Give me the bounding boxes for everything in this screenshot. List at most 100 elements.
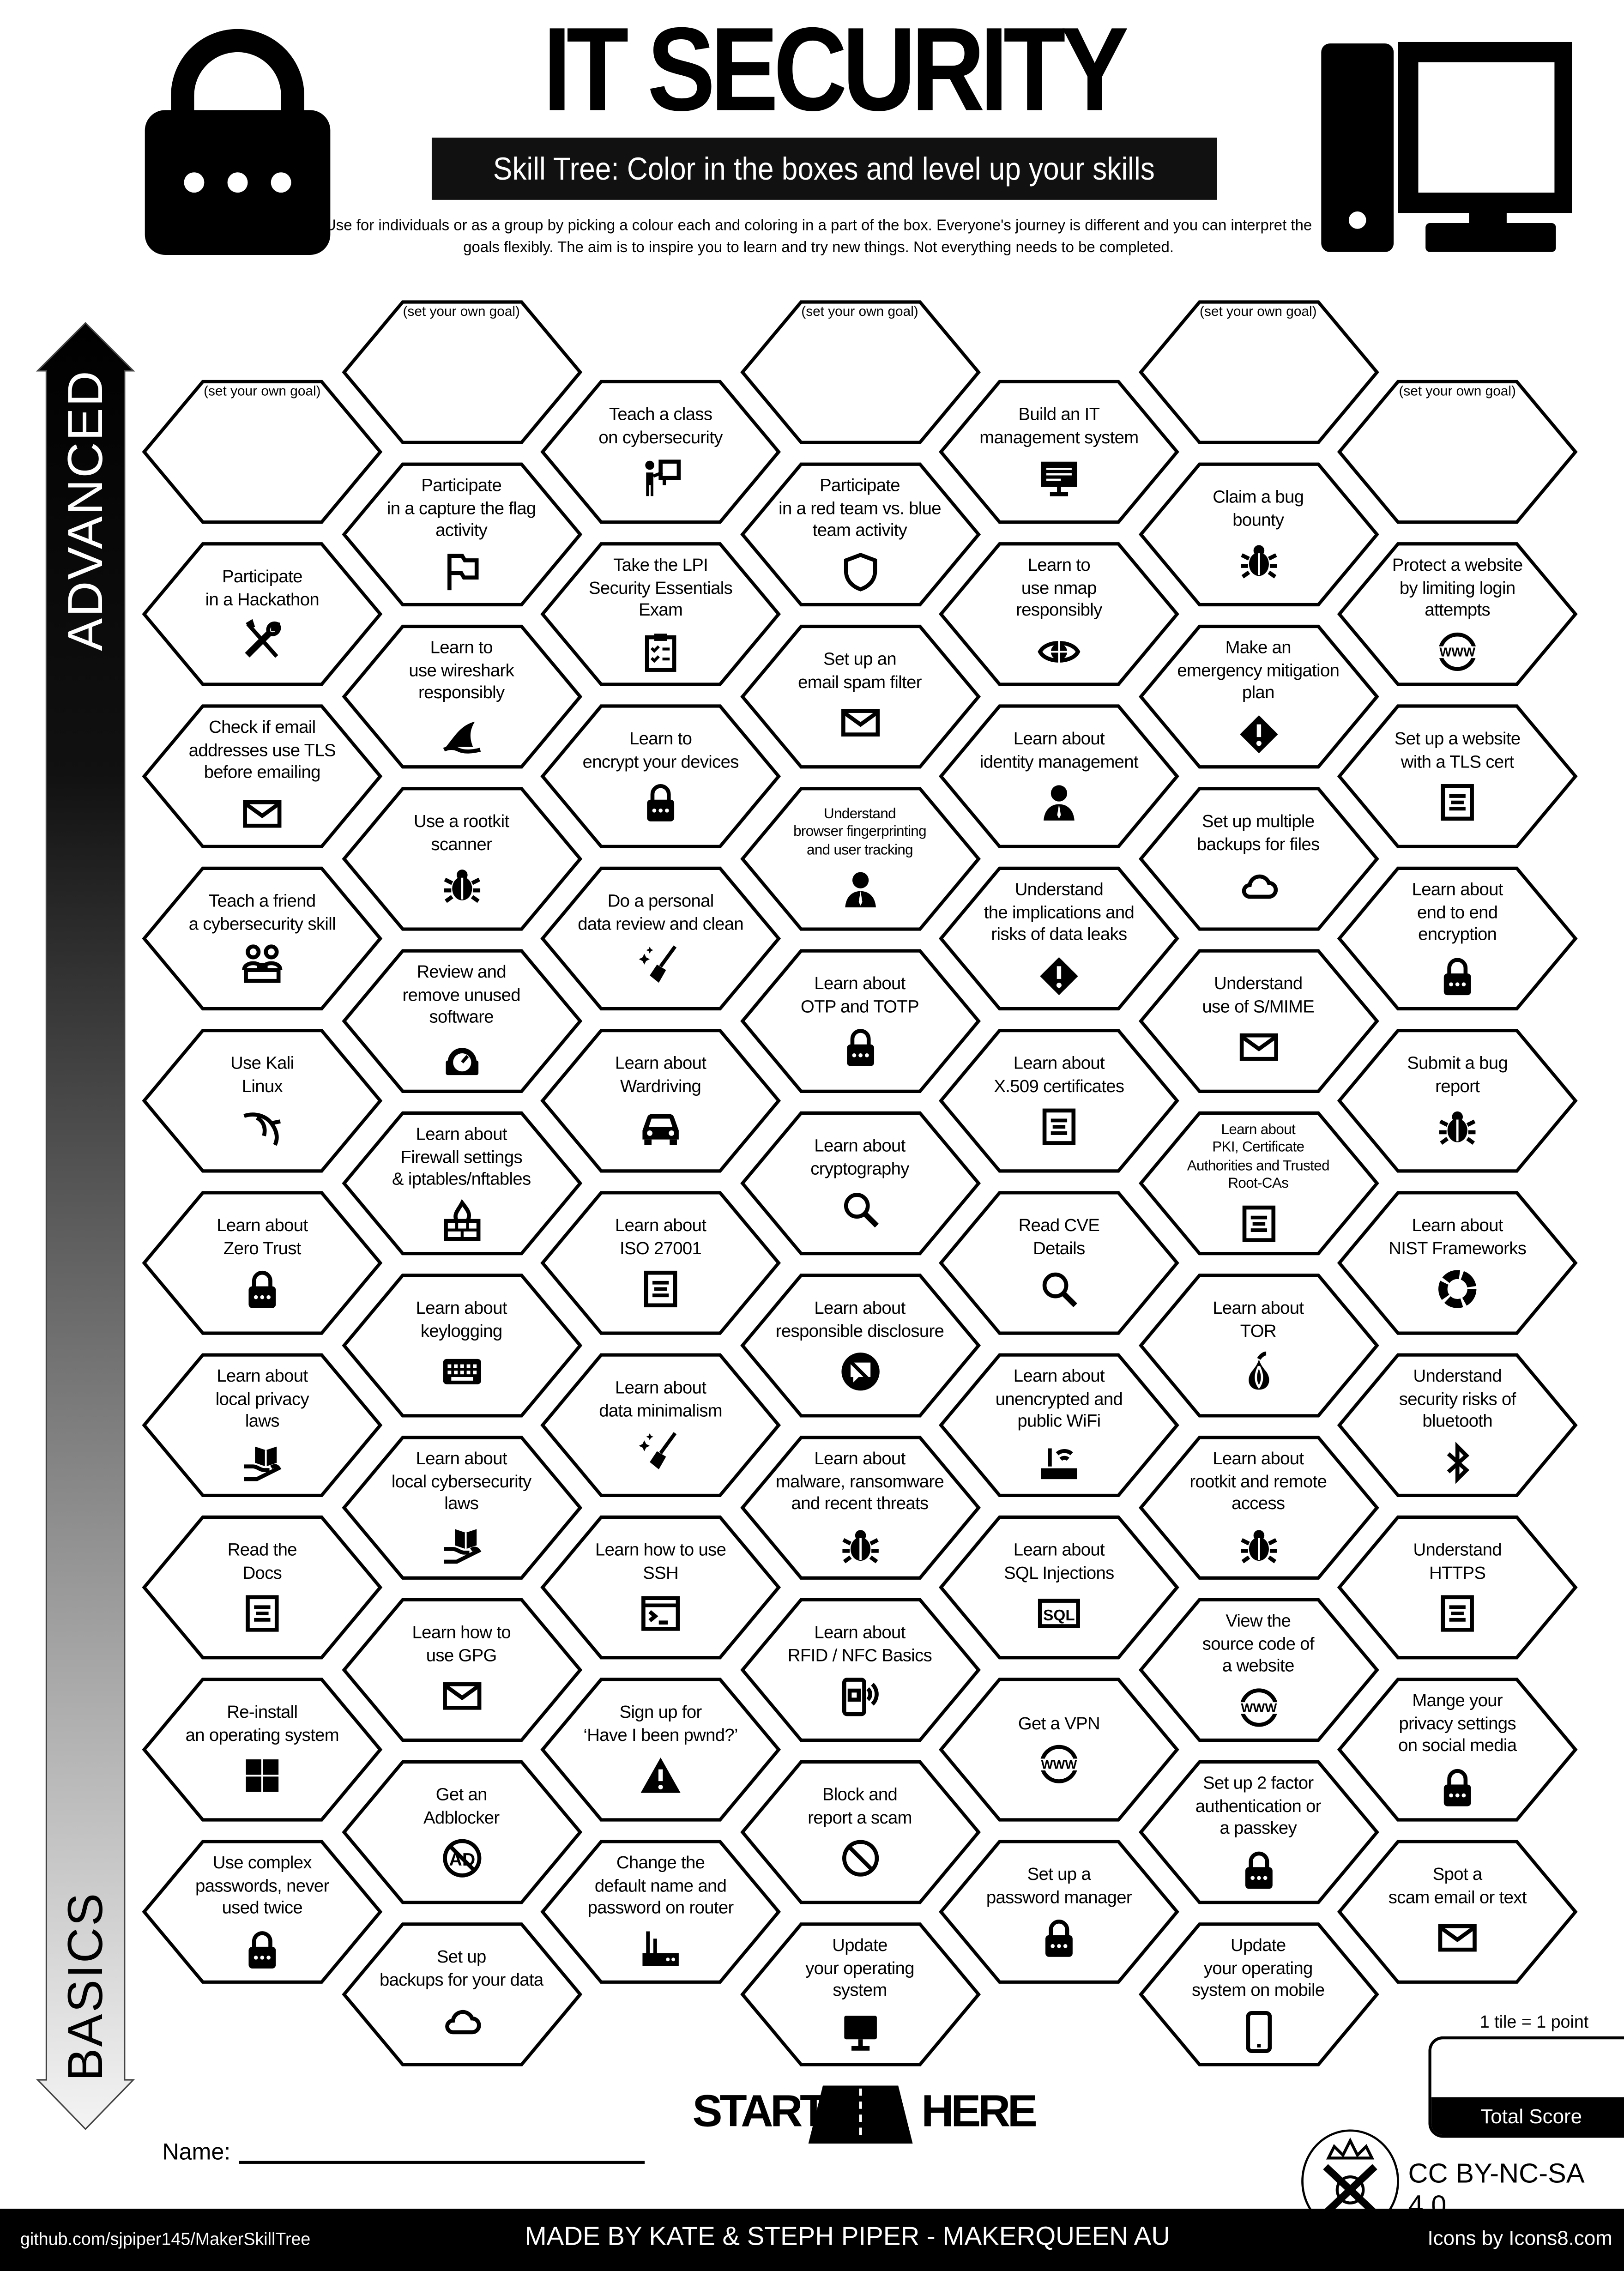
skill-tile[interactable]: Get an Adblocker AD [341, 1760, 582, 1905]
skill-tile[interactable]: Learn about X.509 certificates [939, 1028, 1179, 1173]
skill-tile[interactable]: Learn about SQL Injections SQL [939, 1515, 1179, 1660]
skill-label: Check if email addresses use TLS before … [188, 717, 336, 783]
hex-outline [1138, 787, 1379, 931]
skill-tile[interactable]: Set up an email spam filter [739, 624, 980, 769]
hex-outline [540, 704, 781, 848]
skill-tile[interactable]: Learn about keylogging [341, 1273, 582, 1418]
hex-outline [1337, 1353, 1578, 1498]
icons-credit[interactable]: Icons by Icons8.com [1427, 2226, 1612, 2249]
skill-tile[interactable]: Set up multiple backups for files [1138, 786, 1379, 931]
skill-tile[interactable]: Submit a bug report [1337, 1028, 1578, 1173]
custom-goal-tile[interactable]: (set your own goal) [142, 380, 383, 525]
skill-tile[interactable]: Set up 2 factor authentication or a pass… [1138, 1760, 1379, 1905]
skill-tile[interactable]: Teach a friend a cybersecurity skill [142, 866, 383, 1011]
skill-tile[interactable]: Learn to encrypt your devices [540, 704, 781, 849]
skill-tile[interactable]: Learn how to use SSH [540, 1515, 781, 1660]
skill-tile[interactable]: Understand HTTPS [1337, 1515, 1578, 1660]
github-link[interactable]: github.com/sjpiper145/MakerSkillTree [20, 2229, 311, 2249]
skill-tile[interactable]: Learn about end to end encryption [1337, 866, 1578, 1011]
skill-tile[interactable]: Learn to use wireshark responsibly [341, 624, 582, 769]
skill-tile[interactable]: Learn about Wardriving [540, 1028, 781, 1173]
skill-tile[interactable]: Use Kali Linux [142, 1028, 383, 1173]
custom-goal-tile[interactable]: (set your own goal) [1138, 300, 1379, 445]
hex-outline [1337, 1515, 1578, 1660]
skill-tile[interactable]: Read the Docs [142, 1515, 383, 1660]
skill-tile[interactable]: Re-install an operating system [142, 1677, 383, 1822]
skill-tile[interactable]: Use a rootkit scanner [341, 786, 582, 931]
skill-tile[interactable]: Learn about NIST Frameworks [1337, 1190, 1578, 1335]
skill-tile[interactable]: Block and report a scam [739, 1760, 980, 1905]
skill-tile[interactable]: Learn about Firewall settings & iptables… [341, 1111, 582, 1256]
tile-content: Check if email addresses use TLS before … [171, 704, 353, 849]
total-score-box[interactable]: Total Score [1428, 2036, 1624, 2138]
skill-tile[interactable]: Set up a password manager [939, 1839, 1179, 1984]
bug-icon [1439, 1111, 1476, 1145]
hex-outline [142, 542, 383, 686]
name-field[interactable] [239, 2161, 645, 2164]
skill-tile[interactable]: Learn about PKI, Certificate Authorities… [1138, 1111, 1379, 1256]
hex-outline [1337, 1191, 1578, 1335]
skill-tile[interactable]: Learn about ISO 27001 [540, 1190, 781, 1335]
skill-tile[interactable]: Review and remove unused software [341, 948, 582, 1093]
custom-goal-tile[interactable]: (set your own goal) [341, 300, 582, 445]
wifi-router-icon [1041, 1448, 1077, 1479]
skill-tile[interactable]: Learn about Zero Trust [142, 1190, 383, 1335]
skill-tile[interactable]: Claim a bug bounty [1138, 462, 1379, 607]
skill-tile[interactable]: Learn about malware, ransomware and rece… [739, 1435, 980, 1580]
skill-tile[interactable]: Learn about OTP and TOTP [739, 948, 980, 1093]
skill-tile[interactable]: Set up backups for your data [341, 1922, 582, 2067]
skill-tile[interactable]: Learn to use nmap responsibly [939, 542, 1179, 687]
skill-tile[interactable]: Learn about identity management [939, 704, 1179, 849]
windows-icon [246, 1759, 279, 1792]
skill-tile[interactable]: Spot a scam email or text [1337, 1839, 1578, 1984]
skill-tile[interactable]: Update your operating system on mobile [1138, 1922, 1379, 2067]
skill-tile[interactable]: Teach a class on cybersecurity [540, 380, 781, 525]
rfid-phone-icon [841, 1678, 878, 1716]
skill-tile[interactable]: Learn about data minimalism [540, 1353, 781, 1498]
hex-outline [142, 1191, 383, 1335]
skill-tile[interactable]: Learn about local privacy laws [142, 1353, 383, 1498]
skill-tile[interactable]: Participate in a capture the flag activi… [341, 462, 582, 607]
skill-tile[interactable]: Do a personal data review and clean [540, 866, 781, 1011]
tile-content: Make an emergency mitigation plan [1167, 624, 1349, 769]
skill-tile[interactable]: Mange your privacy settings on social me… [1337, 1677, 1578, 1822]
custom-goal-tile[interactable]: (set your own goal) [1337, 380, 1578, 525]
hex-outline [341, 1111, 582, 1256]
skill-tile[interactable]: Sign up for ‘Have I been pwnd?’ [540, 1677, 781, 1822]
skill-tile[interactable]: Understand browser fingerprinting and us… [739, 786, 980, 931]
skill-tile[interactable]: Take the LPI Security Essentials Exam [540, 542, 781, 687]
hex-outline [1337, 542, 1578, 686]
hex-outline [739, 1111, 980, 1256]
skill-tile[interactable]: Build an IT management system [939, 380, 1179, 525]
skill-tile[interactable]: Learn how to use GPG [341, 1598, 582, 1743]
skill-tile[interactable]: Understand security risks of bluetooth [1337, 1353, 1578, 1498]
skill-tile[interactable]: Protect a website by limiting login atte… [1337, 542, 1578, 687]
skill-tile[interactable]: Get a VPN WWW [939, 1677, 1179, 1822]
skill-label: Participate in a red team vs. blue team … [779, 475, 941, 541]
skill-tile[interactable]: Update your operating system [739, 1922, 980, 2067]
skill-tile[interactable]: Make an emergency mitigation plan [1138, 624, 1379, 769]
road-icon [808, 2085, 913, 2144]
skill-tile[interactable]: Set up a website with a TLS cert [1337, 704, 1578, 849]
skill-label: Learn about OTP and TOTP [801, 973, 919, 1016]
skill-tile[interactable]: View the source code of a website WWW [1138, 1598, 1379, 1743]
tile-content: Understand browser fingerprinting and us… [768, 786, 951, 931]
skill-tile[interactable]: Participate in a red team vs. blue team … [739, 462, 980, 607]
tile-content: Mange your privacy settings on social me… [1366, 1677, 1549, 1822]
skill-tile[interactable]: Understand the implications and risks of… [939, 866, 1179, 1011]
skill-tile[interactable]: Participate in a Hackathon [142, 542, 383, 687]
custom-goal-tile[interactable]: (set your own goal) [739, 300, 980, 445]
skill-tile[interactable]: Learn about responsible disclosure [739, 1273, 980, 1418]
skill-tile[interactable]: Change the default name and password on … [540, 1839, 781, 1984]
skill-tile[interactable]: Learn about rootkit and remote access [1138, 1435, 1379, 1580]
skill-tile[interactable]: Learn about local cybersecurity laws [341, 1435, 582, 1580]
skill-tile[interactable]: Learn about TOR [1138, 1273, 1379, 1418]
skill-tile[interactable]: Learn about RFID / NFC Basics [739, 1598, 980, 1743]
skill-tile[interactable]: Use complex passwords, never used twice [142, 1839, 383, 1984]
skill-tile[interactable]: Learn about cryptography [739, 1111, 980, 1256]
skill-tile[interactable]: Understand use of S/MIME [1138, 948, 1379, 1093]
skill-tile[interactable]: Read CVE Details [939, 1190, 1179, 1335]
skill-tile[interactable]: Learn about unencrypted and public WiFi [939, 1353, 1179, 1498]
tile-content: Learn about Zero Trust [171, 1190, 353, 1335]
skill-tile[interactable]: Check if email addresses use TLS before … [142, 704, 383, 849]
